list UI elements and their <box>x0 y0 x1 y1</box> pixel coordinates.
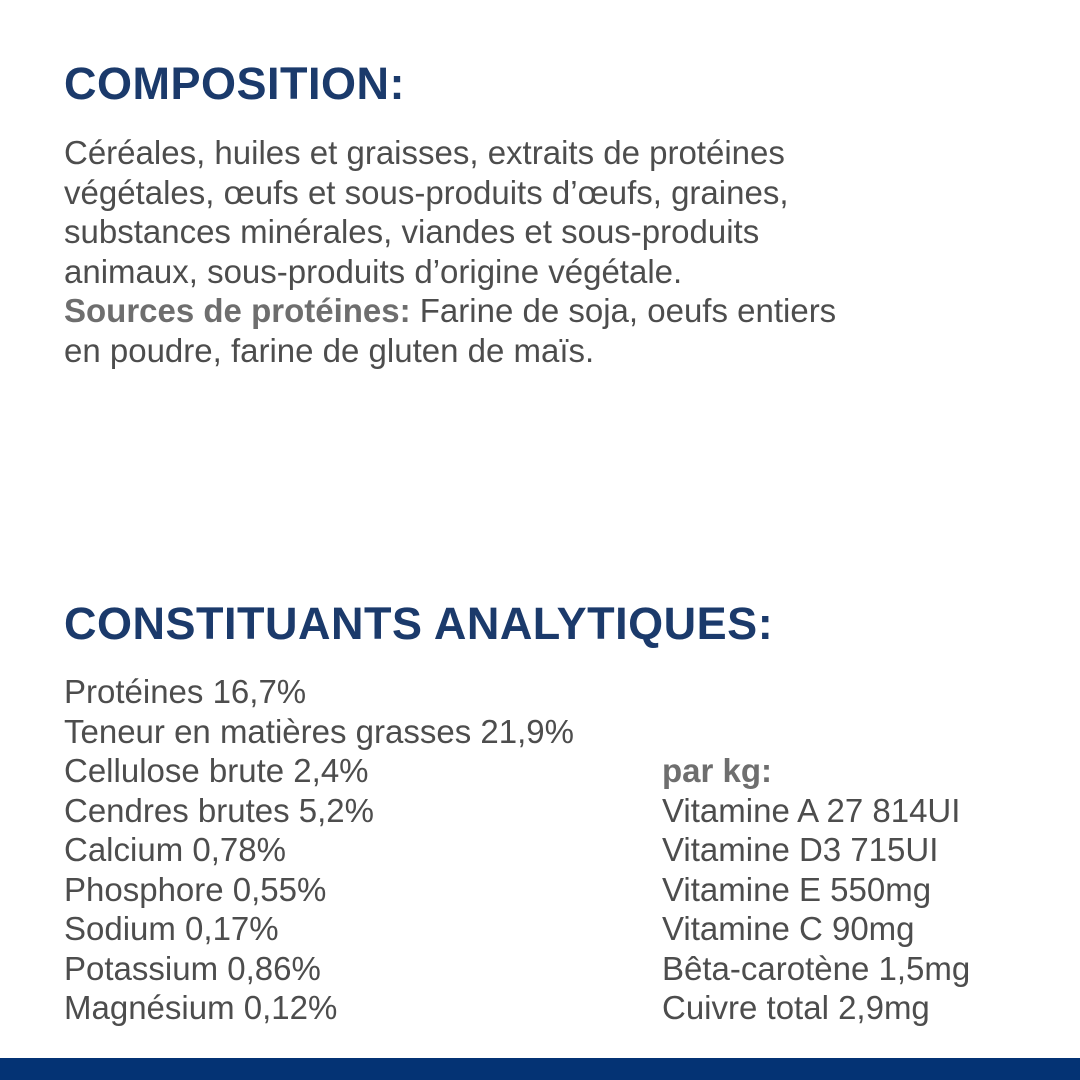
nutrient-item: Vitamine E 550mg <box>662 870 932 908</box>
nutrient-item: Vitamine C 90mg <box>662 910 915 947</box>
analytical-left-column: Protéines 16,7% Teneur en matières grass… <box>64 672 574 1028</box>
constituent-item: Potassium 0,86% <box>64 949 321 987</box>
composition-line: animaux, sous-produits d’origine végétal… <box>64 252 683 290</box>
nutrient-item: Vitamine D3 715UI <box>662 831 939 868</box>
analytical-right-column: par kg: Vitamine A 27 814UI Vitamine D3 … <box>662 751 970 1028</box>
constituent-item: Sodium 0,17% <box>64 910 279 947</box>
composition-line: substances minérales, viandes et sous-pr… <box>64 213 760 250</box>
constituent-item: Cendres brutes 5,2% <box>64 791 375 829</box>
protein-sources-value-part1: Farine de soja, oeufs entiers <box>410 292 837 329</box>
nutrient-item: Cuivre total 2,9mg <box>662 989 930 1026</box>
constituent-item: Magnésium 0,12% <box>64 989 338 1026</box>
protein-sources-value-part2: en poudre, farine de gluten de maïs. <box>64 331 595 369</box>
protein-sources-label: Sources de protéines: <box>64 292 411 329</box>
composition-heading: COMPOSITION: <box>64 58 405 109</box>
analytical-constituents-heading: CONSTITUANTS ANALYTIQUES: <box>64 598 774 649</box>
composition-line: végétales, œufs et sous-produits d’œufs,… <box>64 173 789 211</box>
constituent-item: Protéines 16,7% <box>64 673 307 710</box>
constituent-item: Cellulose brute 2,4% <box>64 752 369 789</box>
constituent-item: Teneur en matières grasses 21,9% <box>64 712 574 750</box>
per-kg-label: par kg: <box>662 752 773 789</box>
constituent-item: Phosphore 0,55% <box>64 870 327 908</box>
nutrient-item: Bêta-carotène 1,5mg <box>662 949 971 987</box>
composition-line: Céréales, huiles et graisses, extraits d… <box>64 134 785 171</box>
protein-sources-line: Sources de protéines: Farine de soja, oe… <box>64 291 1049 331</box>
nutrient-item: Vitamine A 27 814UI <box>662 791 961 829</box>
constituent-item: Calcium 0,78% <box>64 831 286 868</box>
bottom-accent-bar <box>0 1058 1080 1080</box>
composition-text-block: Céréales, huiles et graisses, extraits d… <box>64 133 1049 370</box>
